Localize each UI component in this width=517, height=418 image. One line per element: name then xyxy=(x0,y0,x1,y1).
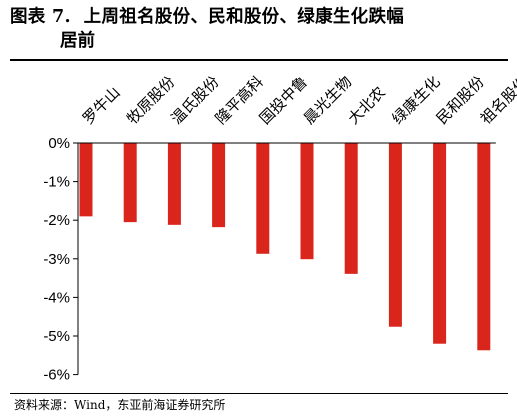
bar xyxy=(477,143,491,351)
category-label: 国投中鲁 xyxy=(256,73,311,128)
bar xyxy=(79,143,93,217)
y-tick-label: 0% xyxy=(48,135,70,152)
category-label: 绿康生化 xyxy=(389,73,444,128)
bar xyxy=(123,143,137,223)
category-label: 民和股份 xyxy=(433,73,488,128)
category-label: 晨光生物 xyxy=(300,73,355,128)
title-divider xyxy=(10,59,508,61)
y-tick-label: -3% xyxy=(43,251,70,268)
bar xyxy=(212,143,226,228)
category-label: 牧原股份 xyxy=(123,73,178,128)
category-label: 温氏股份 xyxy=(168,73,223,128)
bar xyxy=(167,143,181,225)
y-tick-label: -6% xyxy=(43,367,70,384)
bar xyxy=(256,143,270,254)
y-tick-label: -1% xyxy=(43,174,70,191)
source-note: 资料来源：Wind，东亚前海证券研究所 xyxy=(14,398,226,412)
category-label: 罗牛山 xyxy=(79,83,124,128)
title-line-1: 上周祖名股份、民和股份、绿康生化跌幅 xyxy=(83,7,405,27)
figure-label: 图表 7. xyxy=(10,7,71,27)
bar xyxy=(388,143,402,327)
y-tick-label: -4% xyxy=(43,289,70,306)
category-label: 隆平高科 xyxy=(212,73,267,128)
bar xyxy=(433,143,447,344)
y-tick-label: -2% xyxy=(43,212,70,229)
title-line-2: 居前 xyxy=(60,31,95,51)
footer-divider xyxy=(10,393,508,394)
category-label: 大北农 xyxy=(344,83,389,128)
bar xyxy=(344,143,358,274)
y-tick-label: -5% xyxy=(43,328,70,345)
bar xyxy=(300,143,314,260)
chart-title: 图表 7. 上周祖名股份、民和股份、绿康生化跌幅 xyxy=(10,5,510,29)
